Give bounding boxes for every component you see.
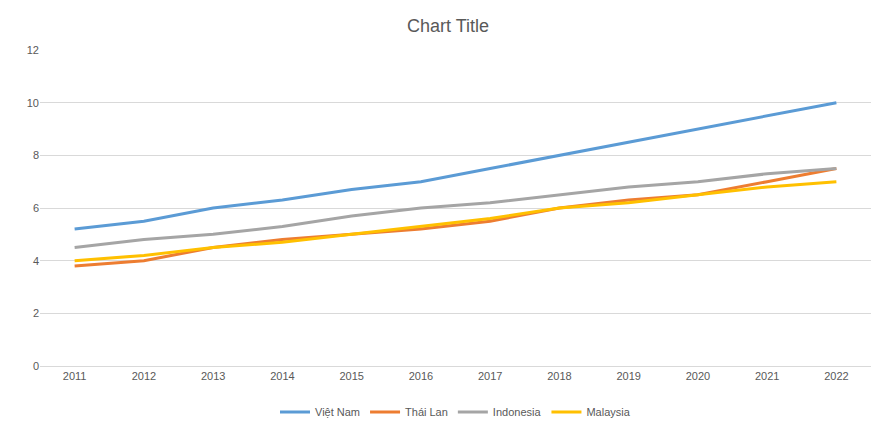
svg-text:2016: 2016 xyxy=(409,370,433,382)
svg-text:10: 10 xyxy=(27,97,39,109)
svg-text:Việt Nam: Việt Nam xyxy=(315,406,360,418)
svg-text:Malaysia: Malaysia xyxy=(586,406,630,418)
svg-text:12: 12 xyxy=(27,44,39,56)
svg-text:Thái Lan: Thái Lan xyxy=(405,406,448,418)
svg-text:2013: 2013 xyxy=(201,370,225,382)
svg-text:2019: 2019 xyxy=(616,370,640,382)
svg-text:2014: 2014 xyxy=(270,370,294,382)
svg-text:2012: 2012 xyxy=(132,370,156,382)
svg-text:Indonesia: Indonesia xyxy=(493,406,542,418)
svg-text:2018: 2018 xyxy=(547,370,571,382)
svg-text:8: 8 xyxy=(33,149,39,161)
svg-text:2015: 2015 xyxy=(339,370,363,382)
svg-text:2021: 2021 xyxy=(755,370,779,382)
svg-text:2017: 2017 xyxy=(478,370,502,382)
svg-text:2022: 2022 xyxy=(824,370,848,382)
svg-text:0: 0 xyxy=(33,360,39,372)
svg-text:2: 2 xyxy=(33,307,39,319)
svg-text:6: 6 xyxy=(33,202,39,214)
svg-text:2011: 2011 xyxy=(63,370,87,382)
svg-text:Chart Title: Chart Title xyxy=(407,16,489,36)
svg-text:2020: 2020 xyxy=(686,370,710,382)
svg-text:4: 4 xyxy=(33,255,39,267)
